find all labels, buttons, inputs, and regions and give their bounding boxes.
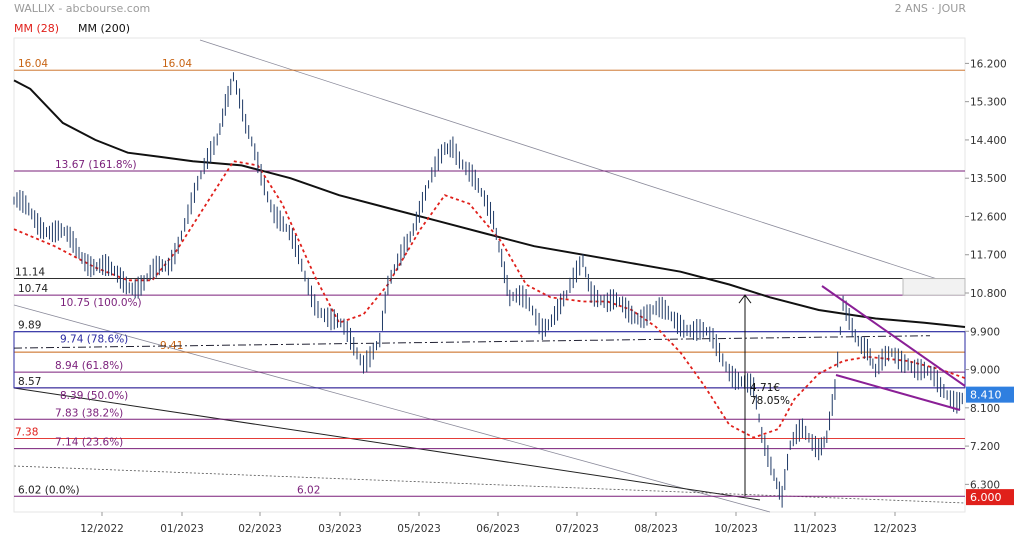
plot-frame (13, 37, 966, 513)
y-tick-label-7: 9.900 (970, 326, 1000, 338)
y-tick-label-11: 6.300 (970, 479, 1000, 491)
level-label-7-0: 8.57 (18, 376, 41, 388)
level-label-11-0: 6.02 (0.0%) (18, 484, 80, 496)
gap-box (902, 278, 966, 296)
level-label-4-0: 9.89 (18, 320, 41, 332)
level-label-9-0: 7.38 (15, 426, 38, 438)
x-tick-label-4: 05/2023 (397, 523, 441, 535)
channel-lower-line (13, 304, 771, 513)
level-label-0-1: 16.04 (162, 58, 192, 70)
y-tick-label-9: 8.100 (970, 403, 1000, 415)
ma28-line (13, 160, 966, 439)
y-tick-label-0: 16.200 (970, 58, 1007, 70)
last-price-label: 8.410 (970, 389, 1002, 402)
ma200-line (13, 79, 966, 328)
level-label-11-1: 6.02 (297, 484, 320, 496)
level-label-0-0: 16.04 (18, 58, 48, 70)
x-tick-label-5: 06/2023 (476, 523, 520, 535)
measure-arrowhead (738, 294, 752, 304)
long-trend-line (13, 387, 761, 501)
level-label-10-0: 7.14 (23.6%) (55, 437, 123, 449)
level-label-7-1: 8.39 (50.0%) (60, 390, 128, 402)
y-tick-label-5: 11.700 (970, 250, 1007, 262)
retracement-box (13, 331, 966, 389)
level-label-4-1: 9.74 (78.6%) (60, 334, 128, 346)
measure-percent-label: 78.05% (750, 395, 790, 407)
level-label-1-0: 13.67 (161.8%) (55, 159, 137, 171)
dotted-trend-line (13, 465, 966, 504)
x-tick-label-7: 08/2023 (634, 523, 678, 535)
chart-title: WALLIX - abcbourse.com (14, 2, 151, 15)
support-badge-label: 6.000 (970, 491, 1002, 504)
channel-upper-line (199, 39, 966, 289)
wedge-upper-line (821, 285, 966, 387)
level-label-2-0: 11.14 (15, 267, 45, 279)
legend-ma200[interactable]: MM (200) (78, 22, 131, 35)
x-tick-label-3: 03/2023 (318, 523, 362, 535)
y-tick-label-6: 10.800 (970, 288, 1007, 300)
x-tick-label-6: 07/2023 (555, 523, 599, 535)
support-badge (966, 489, 1014, 506)
level-label-5-0: 9.41 (160, 340, 183, 352)
y-tick-label-2: 14.400 (970, 135, 1007, 147)
level-label-3-0: 10.74 (18, 283, 48, 295)
dashdot-line (13, 335, 931, 349)
level-label-6-0: 8.94 (61.8%) (55, 360, 123, 372)
x-tick-label-1: 01/2023 (160, 523, 204, 535)
x-tick-label-0: 12/2022 (80, 523, 124, 535)
legend-ma28[interactable]: MM (28) (14, 22, 60, 35)
level-label-3-1: 10.75 (100.0%) (60, 297, 142, 309)
chart-period: 2 ANS · JOUR (894, 2, 966, 15)
wedge-lower-line (835, 374, 961, 411)
y-tick-label-10: 7.200 (970, 441, 1000, 453)
y-tick-label-8: 9.000 (970, 365, 1000, 377)
x-tick-label-9: 11/2023 (793, 523, 837, 535)
level-label-8-0: 7.83 (38.2%) (55, 407, 123, 419)
measure-value-label: 4.71€ (750, 382, 780, 394)
last-price-badge (966, 386, 1014, 403)
x-tick-label-10: 12/2023 (873, 523, 917, 535)
x-tick-label-8: 10/2023 (714, 523, 758, 535)
y-tick-label-1: 15.300 (970, 97, 1007, 109)
x-tick-label-2: 02/2023 (238, 523, 282, 535)
y-tick-label-3: 13.500 (970, 173, 1007, 185)
y-tick-label-4: 12.600 (970, 211, 1007, 223)
